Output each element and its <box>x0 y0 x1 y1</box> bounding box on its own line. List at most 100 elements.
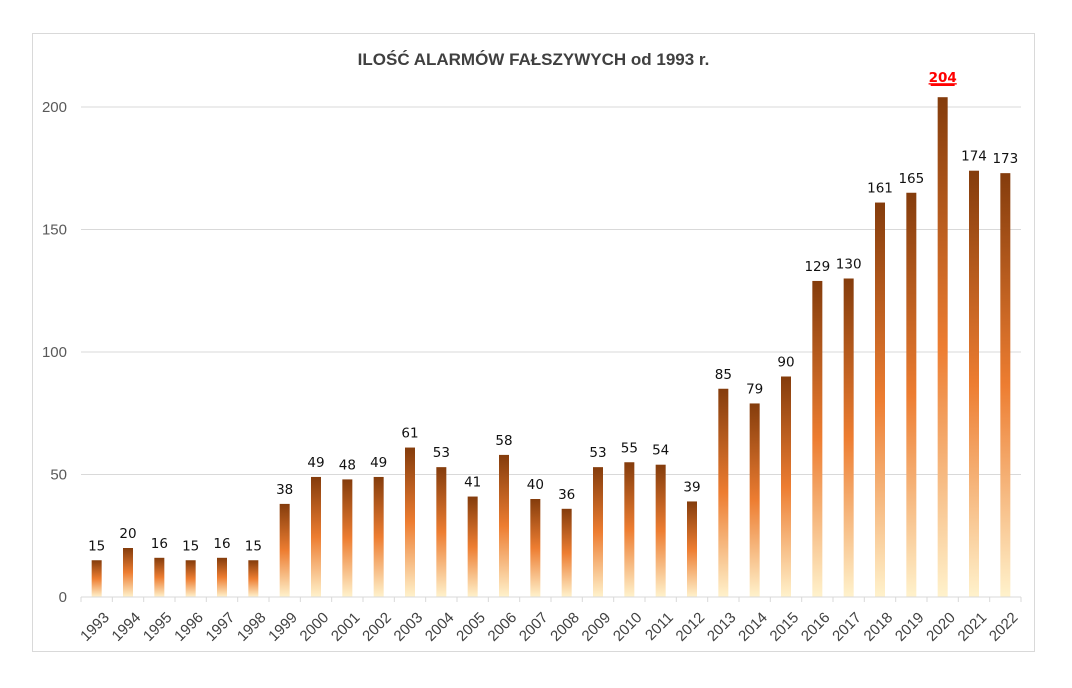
bar-2010 <box>624 462 635 597</box>
x-tick-label-2020: 2020 <box>923 609 959 645</box>
data-label-2004: 53 <box>433 445 450 461</box>
data-label-2001: 48 <box>339 457 356 473</box>
x-tick-label-2006: 2006 <box>485 609 521 645</box>
bar-1996 <box>185 560 196 597</box>
bar-2016 <box>812 280 823 597</box>
y-tick-label: 0 <box>59 589 67 606</box>
data-label-2017: 130 <box>836 257 862 273</box>
x-tick-label-2000: 2000 <box>297 609 333 645</box>
x-axis: 1993199419951996199719981999200020012002… <box>77 596 1022 645</box>
data-label-2010: 55 <box>621 440 638 456</box>
x-tick-label-2013: 2013 <box>704 609 740 645</box>
x-tick-label-1995: 1995 <box>140 609 176 645</box>
bar-2019 <box>906 192 917 597</box>
data-label-1997: 16 <box>213 536 230 552</box>
x-tick-label-2003: 2003 <box>391 609 427 645</box>
x-tick-label-2017: 2017 <box>829 609 865 645</box>
data-label-2006: 58 <box>495 433 512 449</box>
y-axis: 0 50 100 150 200 <box>42 99 67 606</box>
bar-1999 <box>279 503 290 597</box>
x-tick-label-1994: 1994 <box>109 609 145 645</box>
data-label-2005: 41 <box>464 475 481 491</box>
bar-2000 <box>311 476 321 597</box>
data-label-2014: 79 <box>746 381 763 397</box>
bar-2015 <box>781 376 791 597</box>
x-tick-label-2014: 2014 <box>735 609 771 645</box>
bar-2011 <box>655 464 666 597</box>
data-label-2019: 165 <box>898 171 924 187</box>
data-label-2018: 161 <box>867 181 893 197</box>
bar-2001 <box>342 479 353 597</box>
data-labels: 15 20 16 15 16 15 38 49 48 49 61 53 41 58 40 36 53 55 54 39… <box>88 70 1018 554</box>
x-tick-label-2002: 2002 <box>359 609 395 645</box>
data-label-2000: 49 <box>307 455 324 471</box>
bar-2017 <box>843 278 854 597</box>
x-tick-label-1998: 1998 <box>234 609 270 645</box>
y-tick-label: 50 <box>50 467 67 484</box>
bar-1993 <box>91 560 102 597</box>
data-label-1993: 15 <box>88 538 105 554</box>
data-label-2021: 174 <box>961 149 987 165</box>
x-tick-label-2004: 2004 <box>422 609 458 645</box>
y-tick-label: 150 <box>42 222 67 239</box>
x-tick-label-2015: 2015 <box>767 609 803 645</box>
x-tick-label-2021: 2021 <box>955 609 991 645</box>
x-tick-label-2009: 2009 <box>579 609 615 645</box>
bar-2004 <box>436 467 447 597</box>
bar-2020 <box>937 97 948 597</box>
y-tick-label: 200 <box>42 99 67 116</box>
bar-1994 <box>123 548 133 597</box>
x-tick-label-2008: 2008 <box>547 609 583 645</box>
data-label-1998: 15 <box>245 538 262 554</box>
x-tick-label-2019: 2019 <box>892 609 928 645</box>
data-label-2013: 85 <box>715 367 732 383</box>
bar-2018 <box>875 202 885 598</box>
x-tick-label-1996: 1996 <box>171 609 207 645</box>
data-label-1999: 38 <box>276 482 293 498</box>
data-label-2016: 129 <box>804 259 830 275</box>
data-label-2015: 90 <box>777 355 794 371</box>
bars <box>91 97 1011 598</box>
x-tick-label-1997: 1997 <box>203 609 239 645</box>
x-tick-label-2018: 2018 <box>861 609 897 645</box>
x-tick-label-2005: 2005 <box>453 609 489 645</box>
bar-1997 <box>217 557 227 597</box>
bar-2012 <box>687 501 697 597</box>
y-tick-label: 100 <box>42 344 67 361</box>
bar-2003 <box>405 447 415 597</box>
bar-2013 <box>718 388 729 597</box>
data-label-1994: 20 <box>119 526 136 542</box>
bar-1995 <box>154 557 165 597</box>
x-tick-label-2011: 2011 <box>642 609 677 644</box>
gridlines <box>81 106 1021 475</box>
data-label-2012: 39 <box>683 479 700 495</box>
bar-2014 <box>749 403 760 597</box>
bar-2009 <box>593 467 603 597</box>
data-label-2022: 173 <box>992 151 1018 167</box>
bar-2006 <box>499 454 509 597</box>
x-tick-label-1993: 1993 <box>77 609 113 645</box>
x-tick-label-2010: 2010 <box>610 609 646 645</box>
x-tick-label-1999: 1999 <box>265 609 301 645</box>
data-label-2002: 49 <box>370 455 387 471</box>
data-label-2020: 204 <box>929 70 957 86</box>
x-tick-label-2022: 2022 <box>986 609 1022 645</box>
bar-2008 <box>561 508 572 597</box>
bar-2002 <box>373 476 384 597</box>
x-tick-label-2007: 2007 <box>516 609 552 645</box>
data-label-1996: 15 <box>182 538 199 554</box>
bar-2022 <box>1000 173 1011 597</box>
bar-2007 <box>530 499 541 597</box>
chart-title: ILOŚĆ ALARMÓW FAŁSZYWYCH od 1993 r. <box>357 50 710 69</box>
data-label-2008: 36 <box>558 487 575 503</box>
data-label-2009: 53 <box>589 445 606 461</box>
x-tick-label-2001: 2001 <box>328 609 364 645</box>
data-label-1995: 16 <box>151 536 168 552</box>
data-label-2003: 61 <box>401 426 418 442</box>
bar-1998 <box>248 560 259 597</box>
bar-2021 <box>969 170 979 597</box>
x-tick-label-2016: 2016 <box>798 609 834 645</box>
data-label-2011: 54 <box>652 443 669 459</box>
bar-2005 <box>467 496 478 597</box>
